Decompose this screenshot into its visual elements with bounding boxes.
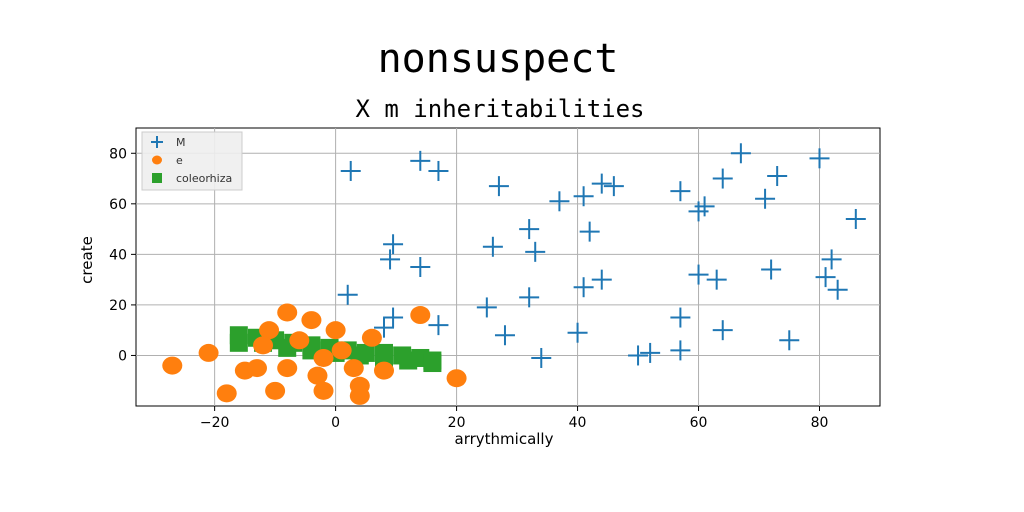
legend: Me coleorhiza xyxy=(142,132,242,190)
point-square xyxy=(230,334,248,352)
point-circle xyxy=(350,387,370,405)
y-axis-label: create xyxy=(78,236,96,284)
point-circle xyxy=(162,357,182,375)
legend-label: e xyxy=(176,154,183,167)
point-circle xyxy=(362,329,382,347)
x-tick-label: 20 xyxy=(448,415,466,431)
point-circle xyxy=(277,359,297,377)
y-tick-label: 20 xyxy=(109,298,127,314)
point-circle xyxy=(247,359,267,377)
point-circle xyxy=(253,336,273,354)
point-circle xyxy=(374,362,394,380)
point-circle xyxy=(410,306,430,324)
y-tick-label: 40 xyxy=(109,247,127,263)
point-circle xyxy=(217,384,237,402)
point-circle xyxy=(277,303,297,321)
point-circle xyxy=(447,369,467,387)
point-circle xyxy=(332,341,352,359)
y-tick-label: 80 xyxy=(109,146,127,162)
chart-subtitle: X m inheritabilities xyxy=(356,95,645,123)
point-circle xyxy=(344,359,364,377)
legend-label: coleorhiza xyxy=(176,172,232,185)
x-axis-label: arrythmically xyxy=(455,430,554,448)
point-circle xyxy=(326,321,346,339)
point-circle xyxy=(289,331,309,349)
point-circle xyxy=(314,382,334,400)
legend-marker-square xyxy=(152,173,162,183)
point-circle xyxy=(314,349,334,367)
point-circle xyxy=(301,311,321,329)
point-square xyxy=(399,352,417,370)
chart-title: nonsuspect xyxy=(378,36,619,82)
x-tick-label: 80 xyxy=(811,415,829,431)
point-circle xyxy=(199,344,219,362)
x-tick-label: 40 xyxy=(569,415,587,431)
legend-label: M xyxy=(176,136,186,149)
legend-marker-circle xyxy=(152,156,162,165)
x-tick-label: 60 xyxy=(690,415,708,431)
y-tick-label: 60 xyxy=(109,197,127,213)
x-tick-label: 0 xyxy=(331,415,340,431)
point-circle xyxy=(265,382,285,400)
x-tick-label: −20 xyxy=(200,415,230,431)
point-square xyxy=(423,354,441,372)
y-tick-label: 0 xyxy=(118,348,127,364)
